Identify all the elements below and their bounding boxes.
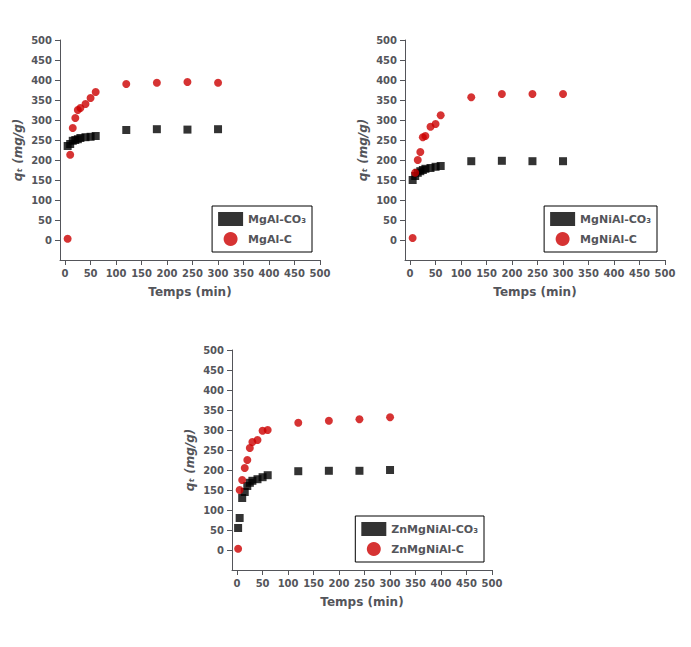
svg-text:200: 200 [502,268,523,279]
svg-text:150: 150 [376,175,397,186]
svg-text:50: 50 [383,215,397,226]
svg-text:100: 100 [106,268,127,279]
svg-text:150: 150 [31,175,52,186]
svg-text:ZnMgNiAl-CO₃: ZnMgNiAl-CO₃ [391,523,478,536]
svg-text:200: 200 [376,155,397,166]
svg-text:0: 0 [62,268,69,279]
svg-text:150: 150 [131,268,152,279]
svg-text:500: 500 [31,35,52,46]
svg-text:50: 50 [256,578,270,589]
svg-text:200: 200 [157,268,178,279]
svg-text:250: 250 [203,445,224,456]
svg-text:100: 100 [278,578,299,589]
svg-text:MgAl-C: MgAl-C [248,233,292,246]
svg-text:350: 350 [31,95,52,106]
svg-text:50: 50 [38,215,52,226]
svg-text:350: 350 [405,578,426,589]
svg-text:0: 0 [217,545,224,556]
svg-text:300: 300 [380,578,401,589]
svg-text:400: 400 [376,75,397,86]
svg-text:250: 250 [376,135,397,146]
svg-text:400: 400 [31,75,52,86]
svg-text:qₜ (mg/g): qₜ (mg/g) [11,119,25,181]
svg-text:Temps (min): Temps (min) [320,595,403,609]
svg-text:450: 450 [284,268,305,279]
svg-text:Temps (min): Temps (min) [493,285,576,299]
svg-text:Temps (min): Temps (min) [148,285,231,299]
svg-text:100: 100 [203,505,224,516]
svg-text:450: 450 [629,268,650,279]
svg-text:qₜ (mg/g): qₜ (mg/g) [183,429,197,491]
svg-text:100: 100 [376,195,397,206]
svg-text:0: 0 [234,578,241,589]
svg-text:300: 300 [553,268,574,279]
svg-text:300: 300 [31,115,52,126]
svg-text:400: 400 [203,385,224,396]
svg-text:200: 200 [31,155,52,166]
svg-text:150: 150 [476,268,497,279]
svg-text:150: 150 [203,485,224,496]
svg-text:200: 200 [203,465,224,476]
svg-text:500: 500 [203,345,224,356]
svg-text:400: 400 [431,578,452,589]
svg-text:250: 250 [182,268,203,279]
svg-text:50: 50 [84,268,98,279]
svg-text:250: 250 [527,268,548,279]
svg-text:500: 500 [482,578,503,589]
svg-text:0: 0 [45,235,52,246]
svg-text:50: 50 [429,268,443,279]
svg-text:100: 100 [451,268,472,279]
svg-text:300: 300 [376,115,397,126]
svg-text:0: 0 [390,235,397,246]
svg-text:350: 350 [376,95,397,106]
svg-text:450: 450 [456,578,477,589]
svg-text:350: 350 [233,268,254,279]
svg-text:450: 450 [31,55,52,66]
svg-text:400: 400 [259,268,280,279]
svg-text:400: 400 [604,268,625,279]
svg-text:MgAl-CO₃: MgAl-CO₃ [248,213,306,226]
svg-text:500: 500 [376,35,397,46]
svg-text:150: 150 [303,578,324,589]
svg-text:qₜ (mg/g): qₜ (mg/g) [356,119,370,181]
svg-text:350: 350 [578,268,599,279]
svg-text:MgNiAl-C: MgNiAl-C [580,233,637,246]
svg-text:ZnMgNiAl-C: ZnMgNiAl-C [391,543,464,556]
svg-text:100: 100 [31,195,52,206]
svg-text:500: 500 [655,268,676,279]
svg-text:MgNiAl-CO₃: MgNiAl-CO₃ [580,213,651,226]
svg-text:450: 450 [376,55,397,66]
svg-text:0: 0 [407,268,414,279]
svg-text:250: 250 [354,578,375,589]
svg-text:450: 450 [203,365,224,376]
svg-text:300: 300 [203,425,224,436]
svg-text:50: 50 [210,525,224,536]
svg-text:250: 250 [31,135,52,146]
svg-text:300: 300 [208,268,229,279]
svg-text:200: 200 [329,578,350,589]
svg-text:350: 350 [203,405,224,416]
svg-text:500: 500 [310,268,331,279]
